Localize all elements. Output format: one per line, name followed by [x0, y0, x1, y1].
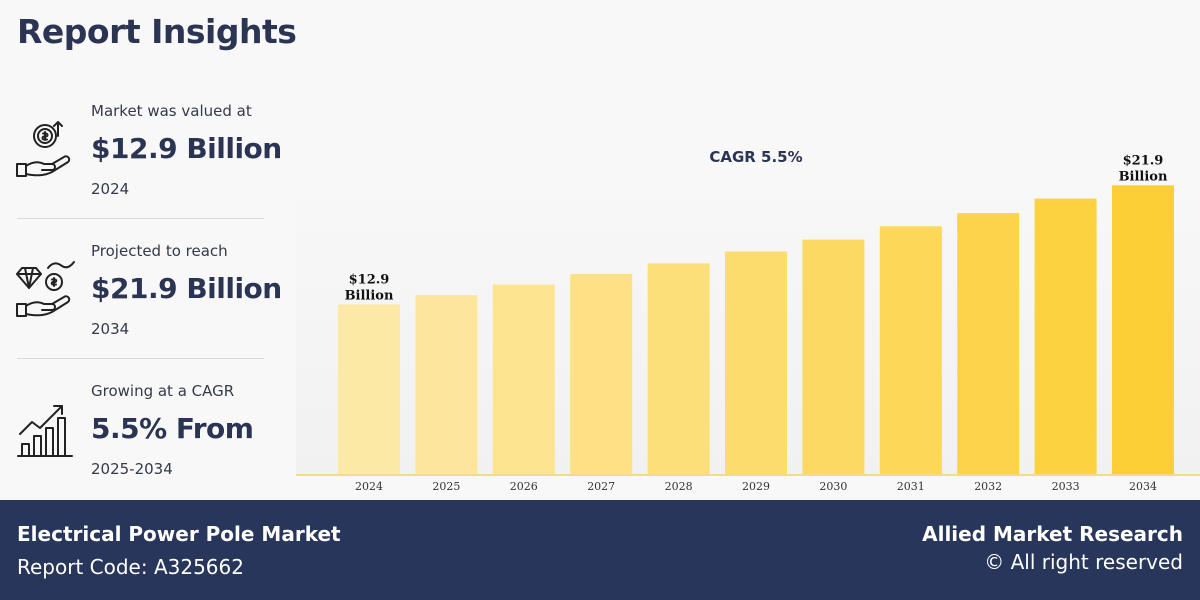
stat-projected-value: Projected to reach $21.9 Billion 2034: [0, 220, 282, 360]
x-tick-label: 2034: [1129, 480, 1157, 493]
x-tick-label: 2024: [355, 480, 383, 493]
bar-2030: [802, 239, 865, 475]
data-label: $12.9: [349, 272, 390, 287]
stat-year: 2025-2034: [91, 460, 173, 478]
brand-name: Allied Market Research: [922, 522, 1183, 546]
data-label: Billion: [1119, 169, 1168, 184]
bar-2032: [957, 213, 1020, 475]
x-tick-label: 2031: [897, 480, 925, 493]
money-hand-icon: [16, 121, 71, 177]
bar-2033: [1034, 198, 1097, 475]
x-tick-label: 2033: [1052, 480, 1080, 493]
bar-2024: [338, 304, 400, 475]
stat-value: $21.9 Billion: [91, 272, 282, 305]
stat-market-value: Market was valued at $12.9 Billion 2024: [0, 80, 282, 220]
stat-value: $12.9 Billion: [91, 132, 282, 165]
bar-2025: [415, 295, 478, 475]
bar-2028: [647, 263, 710, 475]
x-tick-label: 2030: [819, 480, 847, 493]
stat-label: Growing at a CAGR: [91, 382, 235, 400]
x-tick-label: 2028: [665, 480, 693, 493]
data-label: Billion: [345, 288, 394, 303]
bar-2034: [1112, 185, 1174, 476]
market-name: Electrical Power Pole Market: [17, 522, 341, 546]
x-tick-label: 2027: [587, 480, 615, 493]
report-code: Report Code: A325662: [17, 555, 244, 579]
page-title: Report Insights: [17, 12, 297, 51]
stat-label: Market was valued at: [91, 102, 252, 120]
stat-year: 2024: [91, 180, 130, 198]
chart-title: CAGR 5.5%: [709, 148, 802, 166]
bar-2029: [725, 251, 787, 475]
x-tick-label: 2025: [432, 480, 460, 493]
divider: [17, 218, 264, 219]
stat-cagr: Growing at a CAGR 5.5% From 2025-2034: [0, 360, 275, 500]
footer: Electrical Power Pole Market Report Code…: [0, 500, 1200, 600]
copyright: © All right reserved: [984, 550, 1183, 574]
bar-2026: [492, 284, 555, 475]
data-label: $21.9: [1123, 153, 1164, 168]
stat-value: 5.5% From: [91, 412, 254, 445]
stat-year: 2034: [91, 320, 130, 338]
bar-2031: [879, 226, 942, 475]
stats-sidebar: Market was valued at $12.9 Billion 2024 …: [0, 80, 282, 500]
divider: [17, 358, 264, 359]
stat-label: Projected to reach: [91, 242, 228, 260]
x-tick-label: 2029: [742, 480, 770, 493]
x-tick-label: 2026: [510, 480, 538, 493]
growth-chart-icon: [17, 405, 73, 457]
x-tick-label: 2032: [974, 480, 1002, 493]
bar-2027: [570, 273, 633, 475]
diamond-hand-icon: [16, 261, 75, 317]
